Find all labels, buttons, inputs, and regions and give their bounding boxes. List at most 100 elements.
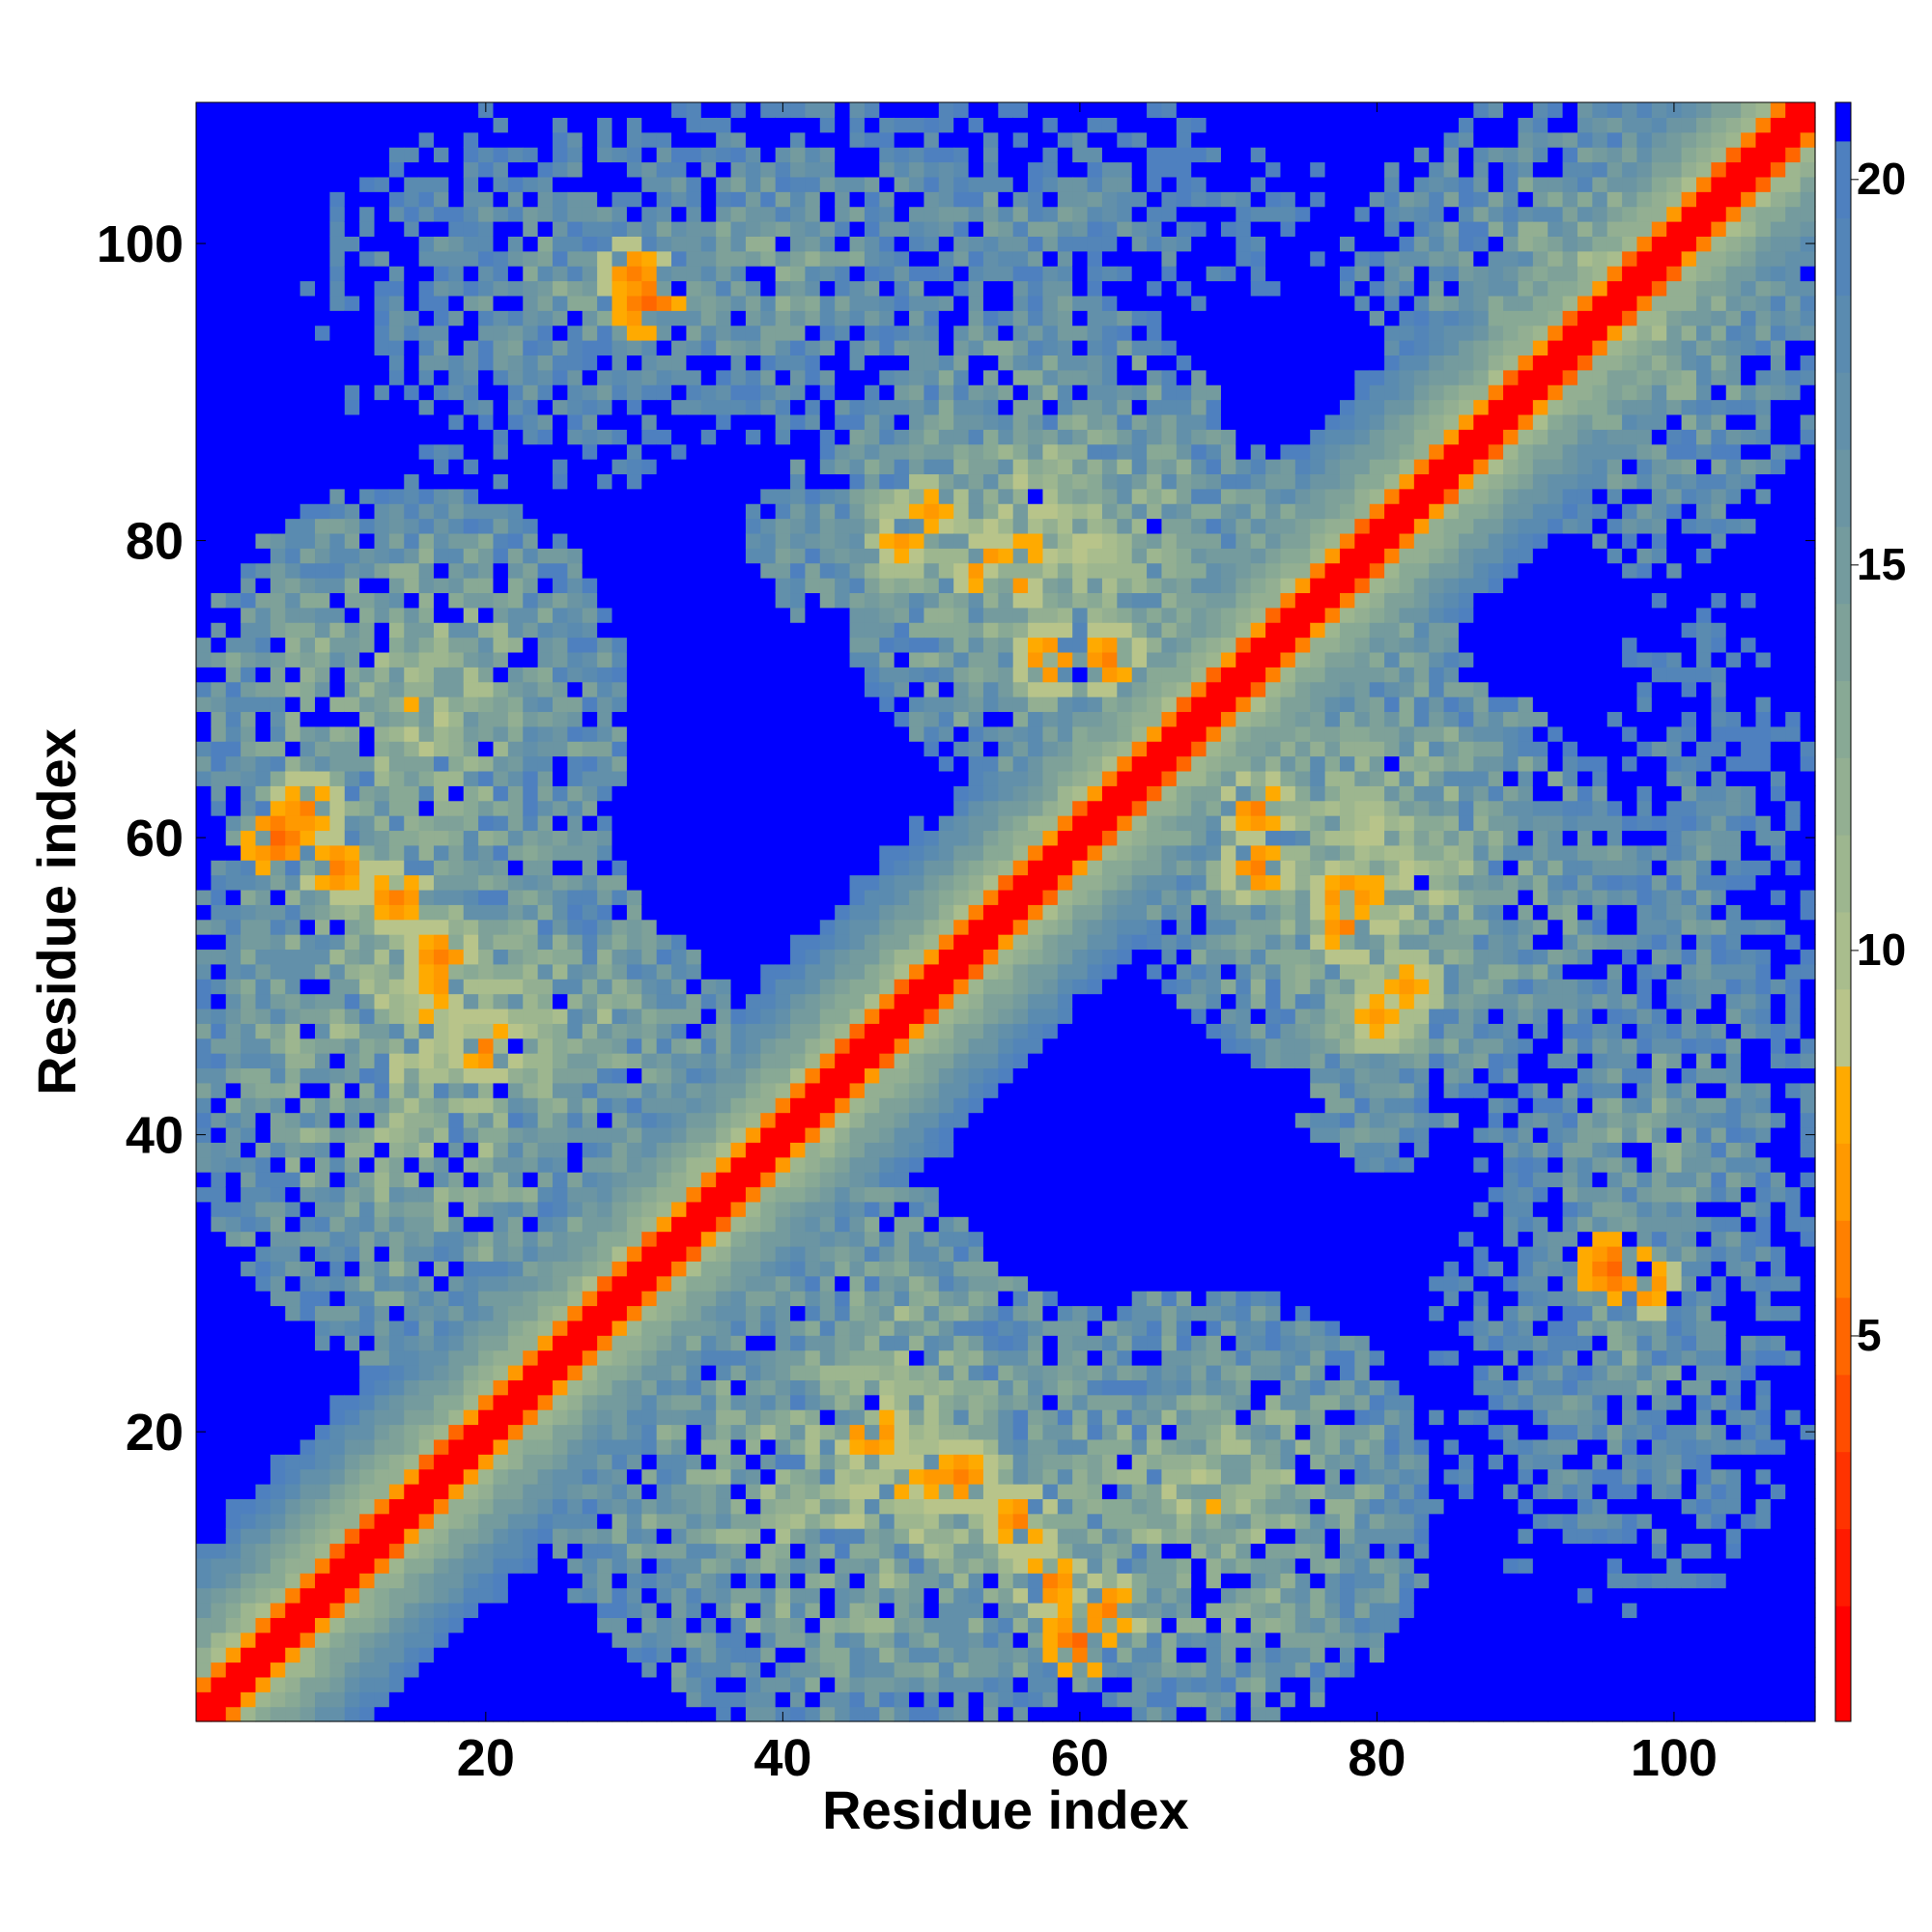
heatmap-cell <box>299 236 316 252</box>
heatmap-cell <box>507 399 524 415</box>
heatmap-cell <box>790 250 807 267</box>
heatmap-cell <box>211 310 227 327</box>
heatmap-cell <box>344 949 360 965</box>
heatmap-cell <box>626 755 642 772</box>
heatmap-cell <box>611 1142 628 1158</box>
heatmap-cell <box>849 889 866 905</box>
heatmap-cell <box>507 1691 524 1708</box>
heatmap-cell <box>626 1023 642 1039</box>
heatmap-cell <box>225 1394 242 1410</box>
heatmap-cell <box>611 1409 628 1426</box>
heatmap-cell <box>255 1082 271 1098</box>
heatmap-cell <box>671 413 688 430</box>
heatmap-cell <box>285 1008 301 1024</box>
heatmap-cell <box>285 770 301 786</box>
heatmap-cell <box>686 161 702 178</box>
heatmap-cell <box>537 131 554 148</box>
heatmap-cell <box>686 1424 702 1440</box>
heatmap-cell <box>359 221 376 237</box>
heatmap-cell <box>775 1513 791 1529</box>
heatmap-cell <box>686 1023 702 1039</box>
heatmap-cell <box>641 1142 658 1158</box>
heatmap-cell <box>671 266 688 282</box>
heatmap-cell <box>835 934 851 951</box>
heatmap-cell <box>448 369 465 385</box>
heatmap-cell <box>255 1201 271 1217</box>
heatmap-cell <box>760 1261 777 1277</box>
heatmap-cell <box>835 102 851 118</box>
heatmap-cell <box>656 1231 672 1247</box>
heatmap-cell <box>686 295 702 311</box>
heatmap-cell <box>507 1632 524 1648</box>
heatmap-cell <box>790 1053 807 1069</box>
heatmap-cell <box>255 518 271 534</box>
heatmap-cell <box>255 250 271 267</box>
heatmap-cell <box>671 1275 688 1292</box>
heatmap-cell <box>775 503 791 520</box>
heatmap-cell <box>775 1647 791 1663</box>
heatmap-cell <box>849 473 866 490</box>
heatmap-cell <box>448 295 465 311</box>
heatmap-cell <box>553 206 569 222</box>
heatmap-cell <box>760 755 777 772</box>
heatmap-cell <box>730 459 747 475</box>
heatmap-cell <box>671 1662 688 1678</box>
heatmap-cell <box>745 725 761 742</box>
heatmap-cell <box>849 280 866 297</box>
heatmap-cell <box>196 147 212 163</box>
heatmap-cell <box>849 725 866 742</box>
heatmap-cell <box>388 1379 405 1396</box>
heatmap-cell <box>686 250 702 267</box>
heatmap-cell <box>493 355 509 371</box>
heatmap-cell <box>329 250 346 267</box>
heatmap-cell <box>211 578 227 594</box>
heatmap-cell <box>211 161 227 178</box>
heatmap-cell <box>849 667 866 683</box>
heatmap-cell <box>434 562 449 579</box>
heatmap-cell <box>241 681 257 697</box>
heatmap-cell <box>671 176 688 192</box>
heatmap-cell <box>700 800 717 816</box>
heatmap-cell <box>211 1291 227 1307</box>
heatmap-cell <box>730 399 747 415</box>
heatmap-cell <box>225 637 242 653</box>
heatmap-cell <box>434 1513 449 1529</box>
heatmap-cell <box>388 443 405 460</box>
heatmap-cell <box>285 1364 301 1380</box>
heatmap-cell <box>790 1082 807 1098</box>
heatmap-cell <box>537 1632 554 1648</box>
heatmap-cell <box>745 1112 761 1128</box>
heatmap-cell <box>329 191 346 208</box>
heatmap-cell <box>775 696 791 713</box>
heatmap-cell <box>760 785 777 802</box>
heatmap-cell <box>211 191 227 208</box>
heatmap-cell <box>404 1275 420 1292</box>
heatmap-cell <box>790 1172 807 1188</box>
heatmap-cell <box>225 667 242 683</box>
heatmap-cell <box>671 459 688 475</box>
heatmap-cell <box>478 1409 495 1426</box>
heatmap-cell <box>523 889 539 905</box>
heatmap-cell <box>835 1632 851 1648</box>
heatmap-cell <box>611 1379 628 1396</box>
heatmap-cell <box>611 1676 628 1692</box>
heatmap-cell <box>611 429 628 445</box>
heatmap-cell <box>597 117 613 133</box>
heatmap-cell <box>211 1082 227 1098</box>
heatmap-cell <box>255 919 271 935</box>
heatmap-cell <box>745 1617 761 1634</box>
heatmap-cell <box>448 1350 465 1366</box>
heatmap-cell <box>241 919 257 935</box>
heatmap-cell <box>700 340 717 355</box>
heatmap-cell <box>315 399 330 415</box>
heatmap-cell <box>507 518 524 534</box>
heatmap-cell <box>567 1498 583 1515</box>
heatmap-cell <box>418 919 435 935</box>
heatmap-cell <box>745 1513 761 1529</box>
heatmap-cell <box>270 1364 286 1380</box>
heatmap-cell <box>404 1186 420 1203</box>
heatmap-cell <box>463 681 479 697</box>
heatmap-cell <box>790 755 807 772</box>
heatmap-cell <box>835 1142 851 1158</box>
heatmap-cell <box>553 562 569 579</box>
